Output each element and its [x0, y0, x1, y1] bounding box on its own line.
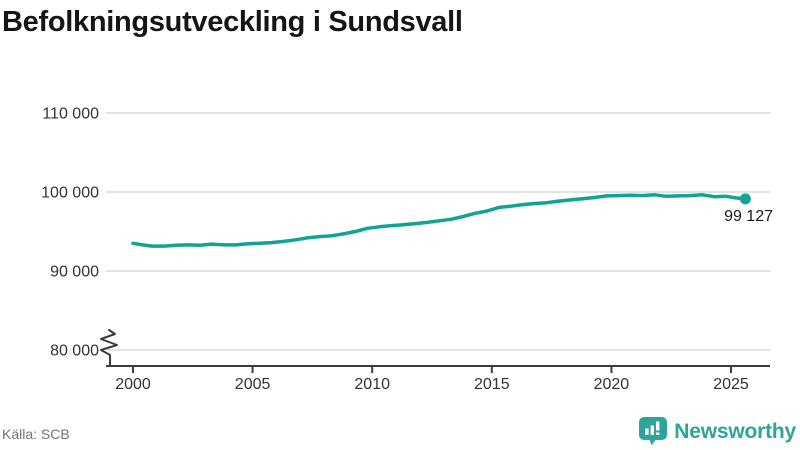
- newsworthy-logo[interactable]: Newsworthy: [639, 417, 796, 446]
- y-tick-label: 90 000: [50, 264, 99, 281]
- newsworthy-chart-bubble-icon: [639, 417, 668, 446]
- y-tick-label: 110 000: [42, 106, 99, 123]
- source-label: Källa: SCB: [2, 426, 70, 442]
- x-tick-label: 2025: [713, 376, 749, 393]
- last-point-label: 99 127: [724, 208, 773, 225]
- x-tick-label: 2020: [594, 376, 630, 393]
- last-point-dot: [739, 193, 751, 205]
- x-tick-label: 2005: [235, 376, 271, 393]
- page-title: Befolkningsutveckling i Sundsvall: [2, 6, 463, 38]
- y-tick-label: 100 000: [41, 185, 99, 202]
- newsworthy-wordmark: Newsworthy: [674, 419, 796, 443]
- x-tick-label: 2000: [115, 376, 151, 393]
- x-tick-label: 2010: [354, 376, 390, 393]
- x-tick-label: 2015: [474, 376, 510, 393]
- y-axis-break-icon: [100, 329, 118, 367]
- y-tick-label: 80 000: [50, 343, 99, 360]
- population-line: [131, 193, 748, 248]
